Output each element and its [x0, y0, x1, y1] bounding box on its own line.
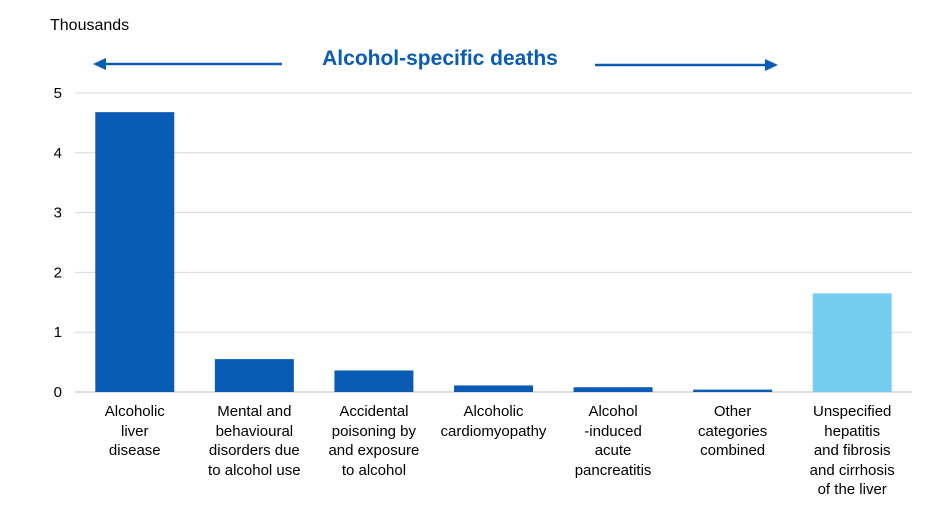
chart-banner: Alcohol-specific deaths [322, 47, 558, 70]
y-tick-label: 5 [54, 85, 62, 102]
y-tick-label: 1 [54, 324, 62, 341]
y-tick-label: 4 [54, 145, 62, 162]
left-arrowhead-icon [93, 58, 106, 70]
x-category-label: Mental and behavioural disorders due to … [208, 403, 301, 479]
y-tick-label: 0 [54, 384, 62, 401]
right-arrowhead-icon [765, 59, 778, 71]
bar [573, 387, 653, 392]
banner-arrows [93, 58, 778, 71]
bar [95, 112, 175, 393]
x-category-label: Alcoholic liver disease [104, 403, 165, 459]
bar [334, 370, 414, 392]
x-category-label: Other categories combined [698, 403, 768, 459]
y-tick-label: 2 [54, 264, 62, 281]
x-category-label: Unspecified hepatitis and fibrosis and c… [809, 403, 895, 498]
y-tick-label: 3 [54, 205, 62, 222]
bar [454, 385, 533, 392]
x-category-label: Accidental poisoning by and exposure to … [328, 403, 420, 479]
bars [95, 112, 892, 393]
bar [812, 293, 892, 392]
y-axis-unit-label: Thousands [50, 17, 130, 34]
bar [214, 359, 294, 392]
gridlines [75, 92, 912, 393]
x-category-label: Alcoholic cardiomyopathy [440, 403, 547, 440]
x-category-label: Alcohol -induced acute pancreatitis [574, 403, 652, 479]
y-tick-labels: 0 1 2 3 4 5 [54, 85, 62, 401]
bar [693, 389, 773, 392]
